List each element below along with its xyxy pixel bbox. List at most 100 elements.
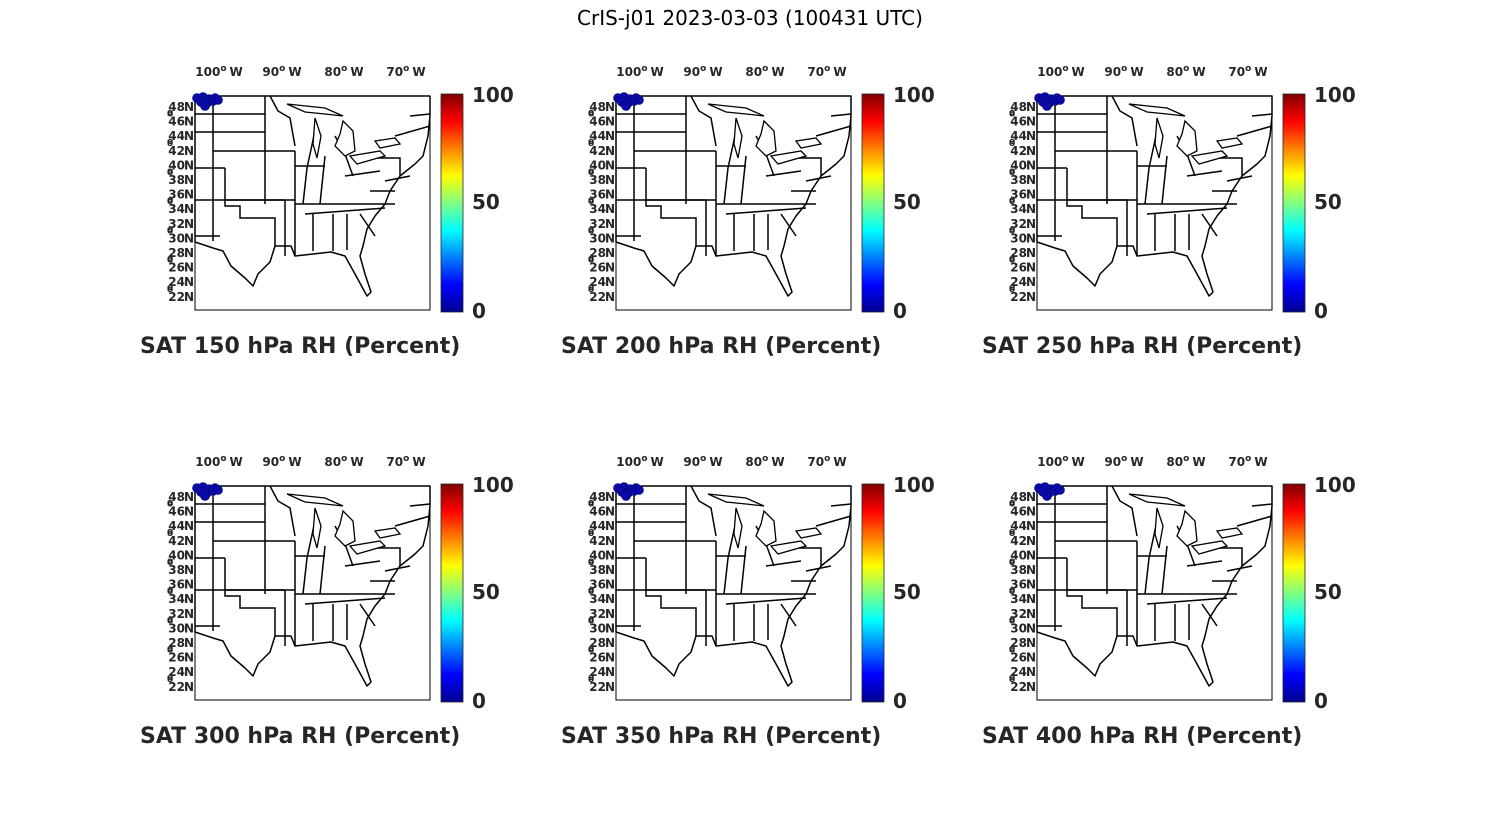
- lat-degree-mark: o: [167, 675, 173, 685]
- great-lake: [1190, 540, 1229, 555]
- state-border: [830, 113, 852, 117]
- lat-hemisphere-label: N: [184, 607, 194, 621]
- lat-degree-mark: o: [588, 616, 594, 626]
- lat-tick-label: 46: [589, 505, 606, 519]
- lat-hemisphere-label: N: [1026, 578, 1036, 592]
- lat-hemisphere-label: N: [1026, 100, 1036, 114]
- colorbar-tick-label: 50: [1314, 580, 1342, 604]
- lat-tick-label: 24: [168, 665, 185, 679]
- map-panel: 100o W 90o W 80o W 70o W 48 o N 46 o N 44 o N 42 o N 40 o N 38 o…: [982, 64, 1417, 396]
- lat-degree-mark: o: [1009, 168, 1015, 178]
- state-border: [815, 515, 852, 527]
- lat-hemisphere-label: N: [184, 100, 194, 114]
- colorbar-tick-label: 100: [893, 83, 935, 107]
- lat-degree-mark: o: [1009, 196, 1015, 206]
- lat-tick-label: 48: [1010, 490, 1027, 504]
- great-lake: [1215, 137, 1244, 149]
- lat-tick-label: 46: [168, 115, 185, 129]
- state-border: [1146, 597, 1228, 605]
- colorbar-tick-label: 50: [472, 580, 500, 604]
- lat-tick-label: 34: [589, 202, 606, 216]
- lat-tick-label: 40: [589, 548, 606, 562]
- lat-degree-mark: o: [167, 108, 173, 118]
- colorbar-tick-label: 50: [472, 190, 500, 214]
- lat-hemisphere-label: N: [1026, 144, 1036, 158]
- lat-tick-label: 24: [1010, 665, 1027, 679]
- lat-tick-label: 40: [1010, 548, 1027, 562]
- lat-tick-label: 22: [589, 290, 606, 304]
- lat-degree-mark: o: [1009, 226, 1015, 236]
- great-lake: [755, 119, 777, 157]
- great-lake: [733, 117, 743, 159]
- great-lake: [1128, 493, 1186, 507]
- lat-degree-mark: o: [167, 558, 173, 568]
- map-panel: 100o W 90o W 80o W 70o W 48 o N 46 o N 44 o N 42 o N 40 o N 38 o…: [140, 64, 575, 396]
- state-border: [302, 520, 316, 595]
- lat-degree-mark: o: [1009, 529, 1015, 539]
- lat-hemisphere-label: N: [1026, 158, 1036, 172]
- lat-hemisphere-label: N: [1026, 563, 1036, 577]
- lat-tick-label: 40: [168, 548, 185, 562]
- state-border: [319, 545, 326, 595]
- colorbar: [440, 93, 464, 313]
- state-border: [1066, 590, 1118, 636]
- state-border: [690, 485, 717, 537]
- colorbar-tick-label: 100: [472, 473, 514, 497]
- state-border: [269, 95, 296, 147]
- lat-hemisphere-label: N: [1026, 490, 1036, 504]
- lat-degree-mark: o: [167, 527, 173, 537]
- lat-degree-mark: o: [588, 527, 594, 537]
- lat-degree-mark: o: [167, 225, 173, 235]
- colorbar: [861, 483, 885, 703]
- lat-degree-mark: o: [167, 285, 173, 295]
- state-border: [1161, 545, 1168, 595]
- lon-tick-label: 100o W: [1037, 64, 1085, 79]
- state-border: [725, 207, 807, 215]
- lat-degree-mark: o: [1009, 108, 1015, 118]
- colorbar-tick-label: 0: [472, 689, 486, 713]
- state-border: [740, 155, 747, 205]
- lat-hemisphere-label: N: [1026, 275, 1036, 289]
- lon-tick-label: 90o W: [1104, 454, 1143, 469]
- colorbar-tick-label: 50: [893, 580, 921, 604]
- lat-tick-label: 38: [589, 173, 606, 187]
- lat-tick-label: 48: [1010, 100, 1027, 114]
- lat-tick-label: 42: [1010, 534, 1027, 548]
- lat-degree-mark: o: [1009, 137, 1015, 147]
- great-lake: [1176, 119, 1198, 157]
- lat-tick-label: 48: [589, 100, 606, 114]
- lat-hemisphere-label: N: [1026, 261, 1036, 275]
- colorbar: [861, 93, 885, 313]
- great-lake: [312, 507, 322, 549]
- lat-tick-label: 26: [589, 261, 606, 275]
- lat-hemisphere-label: N: [184, 592, 194, 606]
- great-lake: [769, 540, 808, 555]
- state-border: [319, 155, 326, 205]
- lat-degree-mark: o: [1009, 587, 1015, 597]
- lat-hemisphere-label: N: [184, 275, 194, 289]
- lat-hemisphere-label: N: [605, 607, 615, 621]
- coastline-outline: [1036, 95, 1273, 297]
- lat-degree-mark: o: [588, 675, 594, 685]
- lat-hemisphere-label: N: [605, 578, 615, 592]
- lat-degree-mark: o: [588, 644, 594, 654]
- lat-degree-mark: o: [1009, 498, 1015, 508]
- lat-hemisphere-label: N: [605, 636, 615, 650]
- lat-tick-label: 42: [589, 534, 606, 548]
- lon-tick-label: 90o W: [683, 64, 722, 79]
- state-border: [1186, 560, 1223, 567]
- lat-hemisphere-label: N: [1026, 592, 1036, 606]
- state-border: [723, 130, 737, 205]
- lat-tick-label: 42: [168, 144, 185, 158]
- great-lake: [707, 103, 765, 117]
- great-lake: [348, 150, 387, 165]
- lat-hemisphere-label: N: [605, 202, 615, 216]
- lat-tick-label: 32: [589, 217, 606, 231]
- lat-degree-mark: o: [167, 498, 173, 508]
- great-lake: [755, 509, 777, 547]
- lat-tick-label: 38: [168, 563, 185, 577]
- lat-hemisphere-label: N: [605, 592, 615, 606]
- lon-tick-label: 90o W: [683, 454, 722, 469]
